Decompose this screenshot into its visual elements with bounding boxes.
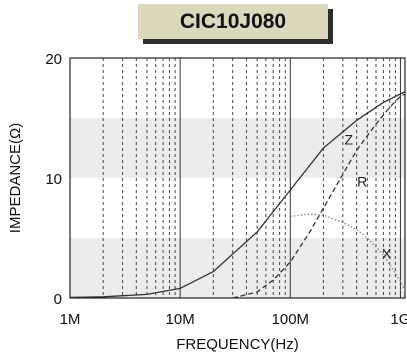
x-tick-label: 1G: [390, 311, 407, 328]
y-tick-label: 20: [45, 51, 62, 68]
chart-title-badge: CIC10J080: [138, 4, 333, 44]
series-line-r: [232, 93, 406, 299]
shaded-band: [70, 238, 405, 298]
y-tick-label: 10: [45, 171, 62, 188]
plot-frame: [69, 57, 406, 299]
x-tick-labels: 1M 10M 100M 1G: [60, 311, 407, 328]
shaded-band: [70, 118, 405, 178]
y-tick-labels: 0 10 20: [45, 51, 62, 308]
x-tick-label: 1M: [60, 311, 81, 328]
x-tick-label: 100M: [272, 311, 310, 328]
grid-lines: [102, 58, 401, 298]
x-axis-label: FREQUENCY(Hz): [176, 336, 299, 353]
series-label-x: X: [382, 245, 392, 261]
series-line-z: [69, 91, 406, 299]
series-labels: Z R X: [345, 131, 392, 261]
series-line-x: [290, 213, 406, 292]
y-tick-label: 0: [54, 291, 62, 308]
shaded-bands: [70, 118, 405, 298]
series-lines: [69, 91, 406, 299]
y-axis-label: IMPEDANCE(Ω): [7, 123, 24, 233]
chart-title: CIC10J080: [138, 4, 328, 39]
x-tick-label: 10M: [166, 311, 195, 328]
series-label-r: R: [357, 173, 367, 189]
series-label-z: Z: [345, 131, 354, 147]
